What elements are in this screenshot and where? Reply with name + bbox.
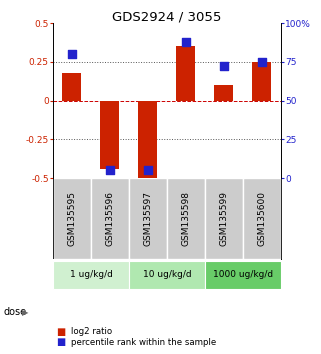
Point	[221, 64, 227, 69]
Text: GSM135595: GSM135595	[67, 191, 76, 246]
FancyBboxPatch shape	[129, 178, 167, 259]
Text: 1 ug/kg/d: 1 ug/kg/d	[70, 270, 112, 279]
FancyBboxPatch shape	[129, 261, 205, 289]
Point	[69, 51, 74, 57]
Text: log2 ratio: log2 ratio	[71, 327, 112, 336]
Text: percentile rank within the sample: percentile rank within the sample	[71, 338, 216, 347]
Text: GSM135600: GSM135600	[257, 191, 266, 246]
Bar	[138, 101, 157, 181]
Text: 1000 ug/kg/d: 1000 ug/kg/d	[213, 270, 273, 279]
FancyBboxPatch shape	[205, 178, 243, 259]
FancyBboxPatch shape	[91, 178, 129, 259]
Point	[107, 167, 113, 173]
FancyBboxPatch shape	[167, 178, 205, 259]
Text: GSM135596: GSM135596	[105, 191, 115, 246]
Bar	[100, 101, 119, 169]
FancyBboxPatch shape	[53, 178, 91, 259]
Point	[259, 59, 265, 65]
Bar	[252, 62, 271, 101]
Text: GSM135599: GSM135599	[219, 191, 229, 246]
Bar	[177, 46, 195, 101]
Title: GDS2924 / 3055: GDS2924 / 3055	[112, 10, 221, 23]
Bar	[63, 73, 82, 101]
Bar	[214, 85, 233, 101]
Point	[145, 167, 151, 173]
FancyBboxPatch shape	[205, 261, 281, 289]
Text: dose: dose	[3, 307, 26, 317]
Text: ▶: ▶	[22, 308, 28, 317]
FancyBboxPatch shape	[243, 178, 281, 259]
Point	[183, 39, 188, 45]
Text: ■: ■	[56, 327, 65, 337]
Text: ■: ■	[56, 337, 65, 347]
Text: GSM135598: GSM135598	[181, 191, 190, 246]
Text: GSM135597: GSM135597	[143, 191, 152, 246]
FancyBboxPatch shape	[53, 261, 129, 289]
Text: 10 ug/kg/d: 10 ug/kg/d	[143, 270, 191, 279]
